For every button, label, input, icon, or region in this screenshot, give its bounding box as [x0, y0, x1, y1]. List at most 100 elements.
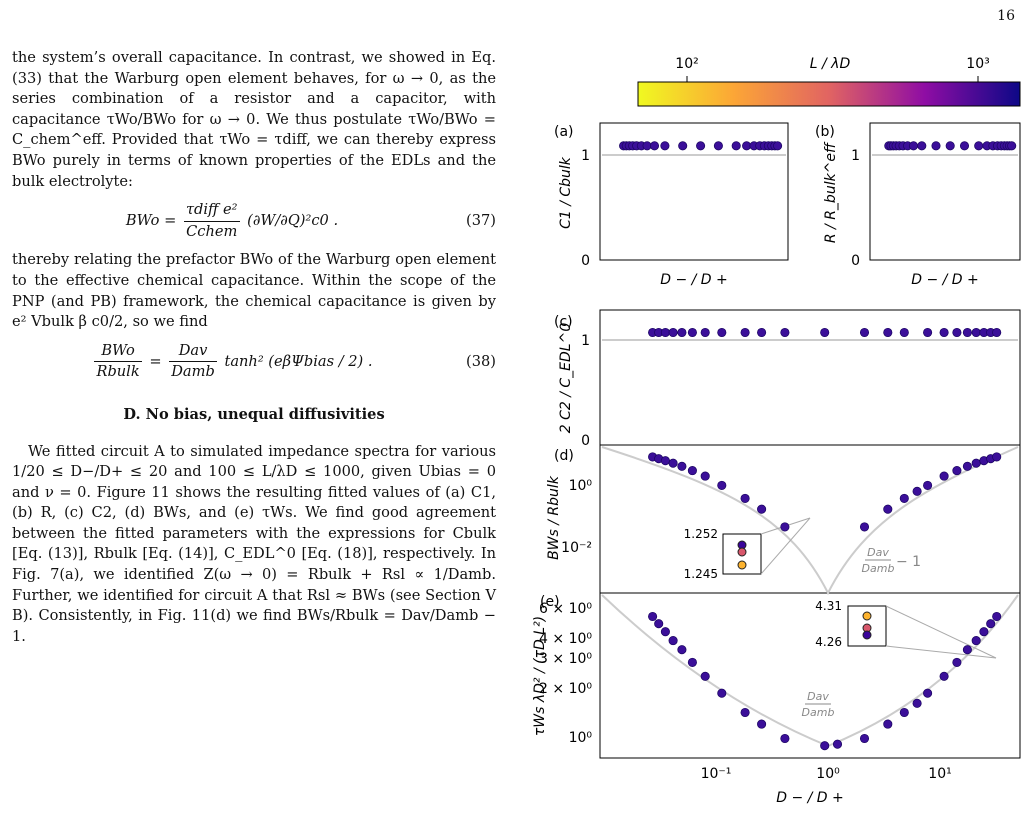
x-axis-label: D − / D + — [776, 790, 844, 806]
data-point-panel-e — [700, 671, 710, 681]
data-point-panel-c — [668, 327, 678, 338]
panel-a-ytick-1: 1 — [581, 148, 590, 164]
data-point-panel-e — [677, 645, 687, 655]
paragraph-1: the system’s overall capacitance. In con… — [12, 49, 496, 190]
data-point-panel-d — [952, 466, 962, 476]
data-point-panel-e — [859, 733, 870, 744]
data-point-panel-c — [677, 327, 687, 338]
data-point-panel-e — [780, 733, 790, 744]
colorbar-label: L / λD — [810, 56, 851, 72]
data-point-panel-a — [731, 141, 741, 151]
panel-e-curve-num: Dav — [807, 690, 829, 703]
panel-e-ylabel: τWs λD² / (τD L²) — [532, 616, 548, 736]
data-point-panel-e — [971, 636, 981, 646]
data-point-panel-b — [959, 141, 970, 151]
data-point-panel-e — [648, 611, 658, 622]
data-point-panel-d — [677, 461, 687, 471]
eq38-rden: Damb — [171, 363, 215, 381]
data-point-panel-e — [992, 611, 1002, 622]
data-point-panel-c — [660, 327, 670, 338]
panel-d-ytick-0: 10⁰ — [569, 478, 593, 494]
data-point-panel-e — [952, 657, 962, 667]
data-point-panel-b — [945, 141, 955, 151]
data-point-panel-e — [654, 619, 664, 629]
data-point-panel-c — [952, 327, 962, 338]
data-point-panel-a — [660, 141, 670, 151]
data-point-panel-c — [740, 327, 750, 338]
page-number: 16 — [997, 8, 1015, 24]
data-point-panel-d — [971, 458, 981, 468]
panel-b-ytick-0: 0 — [851, 253, 860, 269]
panel-c-label: (c) — [554, 314, 573, 330]
panel-b-xlabel: D − / D + — [911, 272, 979, 288]
eq38-lnum: BWo — [94, 341, 142, 363]
panel-d-curve-suffix: − 1 — [896, 554, 921, 570]
panel-d-inset-top: 1.252 — [684, 527, 718, 541]
equation-38: BWo Rbulk = Dav Damb tanh² (eβΨbias / 2) .… — [12, 341, 496, 383]
panel-e-label: (e) — [540, 594, 560, 610]
panel-b-ylabel: R / R_bulk^eff — [823, 141, 839, 243]
data-point-panel-b — [974, 141, 984, 151]
data-point-panel-b — [1007, 141, 1017, 151]
data-point-panel-d — [939, 471, 949, 481]
panel-a-frame — [599, 122, 789, 261]
panel-e-ytick-2: 3 × 10⁰ — [539, 651, 592, 667]
data-point-panel-a — [773, 141, 783, 151]
data-point-panel-b — [908, 141, 919, 151]
data-point-panel-c — [971, 327, 981, 338]
panel-b-frame — [869, 122, 1021, 261]
panel-a-xlabel: D − / D + — [660, 272, 728, 288]
panel-d-ylabel: BWs / Rbulk — [546, 475, 562, 560]
eq38-number: (38) — [466, 352, 496, 370]
panel-e-ytick-0: 6 × 10⁰ — [539, 601, 592, 617]
panel-e-ytick-4: 10⁰ — [569, 730, 593, 746]
data-point-panel-d — [717, 480, 727, 490]
eq37-number: (37) — [466, 211, 496, 229]
data-point-panel-c — [962, 327, 972, 338]
panel-d-inset-bottom: 1.245 — [684, 567, 718, 581]
data-point-panel-e — [979, 627, 989, 637]
data-point-panel-e — [757, 719, 767, 729]
data-point-panel-e — [912, 698, 922, 708]
data-point-panel-b — [917, 141, 927, 151]
panel-e-inset-point — [862, 630, 872, 640]
section-title: D. No bias, unequal diffusivities — [123, 405, 385, 423]
equation-37: BWo = τdiff e² Cchem (∂W/∂Q)²c0 . (37) — [12, 200, 496, 242]
panel-e-inset-point — [862, 611, 872, 621]
eq38-rnum: Dav — [169, 341, 217, 363]
panel-a-label: (a) — [554, 124, 574, 140]
data-point-panel-e — [899, 707, 909, 718]
panel-b-label: (b) — [815, 124, 835, 140]
data-points — [619, 141, 1017, 751]
data-point-panel-c — [859, 327, 870, 338]
data-point-panel-c — [700, 327, 710, 338]
panel-d-label: (d) — [554, 448, 574, 464]
panel-d-inset-point — [737, 560, 747, 570]
eq38-mid: = — [149, 352, 162, 370]
x-tick-2: 10¹ — [928, 766, 951, 782]
panel-d-curve-num: Dav — [867, 546, 889, 559]
data-point-panel-d — [883, 504, 893, 514]
data-point-panel-d — [992, 452, 1002, 462]
data-point-panel-d — [700, 471, 710, 481]
panel-d-curve-den: Damb — [862, 562, 895, 575]
data-point-panel-d — [740, 493, 750, 503]
paragraph-2: thereby relating the prefactor BWo of th… — [12, 251, 496, 331]
data-point-panel-e — [939, 671, 949, 681]
panel-e-inset-bottom: 4.26 — [815, 635, 842, 649]
data-point-panel-c — [899, 327, 909, 338]
data-point-panel-e — [832, 739, 843, 749]
panel-e-ytick-3: 2 × 10⁰ — [539, 681, 592, 697]
figure-svg: 10² 10³ L / λD (a) (b) (c) (d) (e) 1 0 1… — [532, 56, 1021, 806]
panel-a-ytick-0: 0 — [581, 253, 590, 269]
data-point-panel-a — [678, 141, 688, 151]
paragraph-3: We fitted circuit A to simulated impedan… — [12, 442, 496, 645]
panel-e-curve-den: Damb — [802, 706, 835, 719]
data-point-panel-c — [923, 327, 933, 338]
data-point-panel-d — [923, 480, 933, 490]
data-point-panel-c — [992, 327, 1002, 338]
data-point-panel-e — [923, 688, 933, 698]
x-tick-0: 10⁻¹ — [701, 766, 732, 782]
colorbar-tick-high: 10³ — [966, 56, 989, 72]
data-point-panel-d — [668, 458, 678, 468]
